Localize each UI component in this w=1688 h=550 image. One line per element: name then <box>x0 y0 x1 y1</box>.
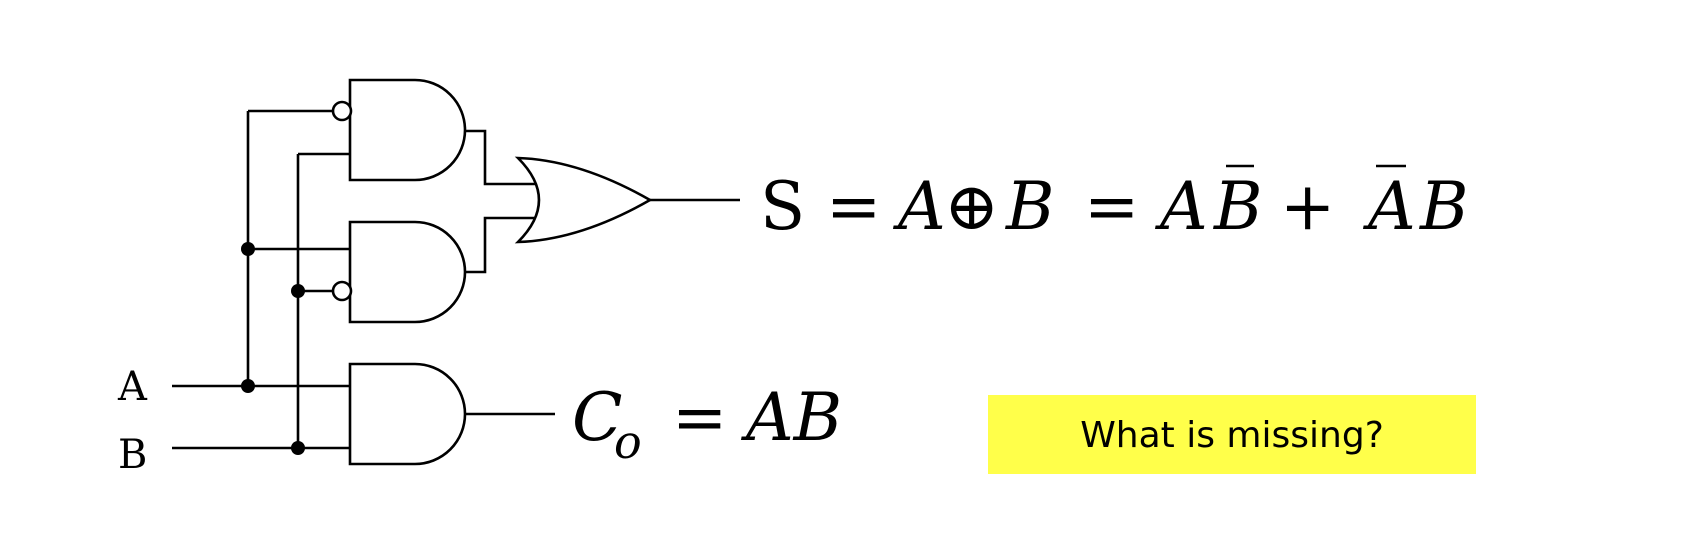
term1-a: A <box>1154 168 1208 245</box>
inverter-bubble <box>331 100 353 122</box>
term2-b: B <box>1419 168 1469 245</box>
and-gate-1 <box>348 78 467 182</box>
sum-var-a: A <box>892 168 946 245</box>
callout-text: What is missing? <box>1080 415 1384 456</box>
sum-equals-1: = <box>826 168 881 245</box>
gate2-to-or-wire <box>465 216 540 274</box>
callout-box <box>988 395 1476 474</box>
input-a-label: A <box>117 364 148 410</box>
and-gate-carry <box>348 362 467 466</box>
sum-lhs: S <box>760 168 805 245</box>
carry-subscript: o <box>614 415 642 469</box>
inverter-bubble <box>331 280 353 302</box>
carry-rhs: AB <box>740 379 842 456</box>
xor-symbol: ⊕ <box>944 168 999 245</box>
sum-equation: S = A ⊕ B = A B + A B <box>760 164 1469 245</box>
gate1-to-or-wire <box>465 129 540 186</box>
plus-sign: + <box>1280 168 1335 245</box>
term2-a-bar: A <box>1362 168 1416 245</box>
and-gate-2 <box>348 220 467 324</box>
junction-dot <box>241 242 255 256</box>
carry-lhs: C <box>572 379 623 456</box>
junction-dot <box>291 284 305 298</box>
callout: What is missing? <box>988 395 1476 474</box>
term1-b-bar: B <box>1213 168 1263 245</box>
sum-var-b: B <box>1005 168 1055 245</box>
sum-equals-2: = <box>1084 168 1139 245</box>
input-b-label: B <box>118 432 147 478</box>
carry-equals: = <box>672 379 727 456</box>
junction-dot <box>291 441 305 455</box>
carry-equation: C o = AB <box>572 379 842 469</box>
or-gate <box>514 156 653 244</box>
junction-dot <box>241 379 255 393</box>
